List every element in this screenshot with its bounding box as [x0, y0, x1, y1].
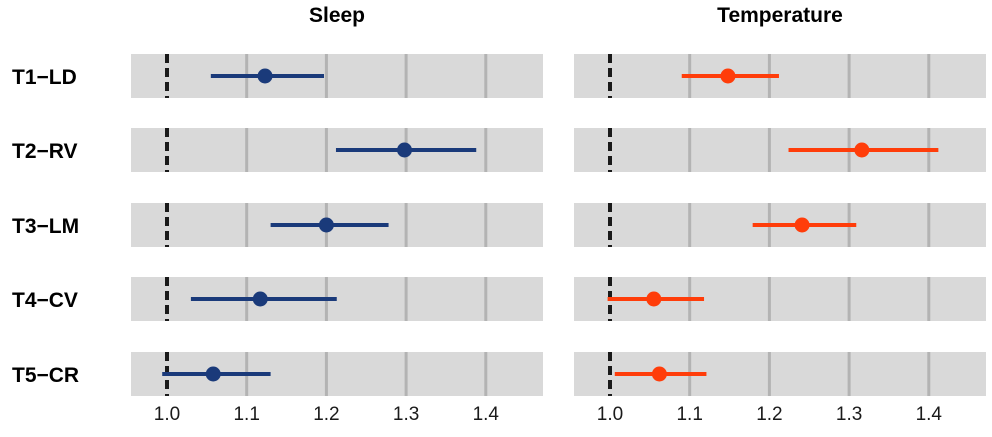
x-tick-label-sleep-1-3: 1.3 [393, 404, 419, 425]
x-tick-label-temperature-1-4: 1.4 [916, 404, 943, 425]
row-label-t1-ld: T1−LD [12, 66, 77, 89]
point-temperature-t5-cr [651, 366, 667, 382]
row-label-t2-rv: T2−RV [12, 140, 78, 163]
point-temperature-t4-cv [646, 291, 662, 307]
panel-title-temperature: Temperature [717, 4, 843, 27]
x-tick-label-temperature-1-2: 1.2 [756, 404, 782, 425]
row-background-temperature-t1-ld [574, 54, 986, 98]
x-tick-label-sleep-1-1: 1.1 [233, 404, 259, 425]
point-temperature-t3-lm [794, 217, 810, 233]
row-label-t5-cr: T5−CR [12, 364, 79, 387]
point-sleep-t5-cr [205, 366, 221, 382]
x-tick-label-sleep-1-4: 1.4 [473, 404, 500, 425]
x-tick-label-temperature-1-0: 1.0 [597, 404, 623, 425]
row-background-sleep-t1-ld [131, 54, 543, 98]
point-sleep-t3-lm [318, 217, 334, 233]
x-tick-label-sleep-1-0: 1.0 [154, 404, 180, 425]
point-sleep-t1-ld [257, 68, 273, 84]
point-temperature-t2-rv [854, 142, 870, 158]
row-label-t3-lm: T3−LM [12, 215, 79, 238]
row-label-t4-cv: T4−CV [12, 289, 78, 312]
x-tick-label-temperature-1-1: 1.1 [676, 404, 702, 425]
point-sleep-t2-rv [397, 142, 413, 158]
x-tick-label-temperature-1-3: 1.3 [836, 404, 862, 425]
point-sleep-t4-cv [252, 291, 268, 307]
point-temperature-t1-ld [720, 68, 736, 84]
panel-title-sleep: Sleep [309, 4, 365, 27]
x-tick-label-sleep-1-2: 1.2 [313, 404, 339, 425]
